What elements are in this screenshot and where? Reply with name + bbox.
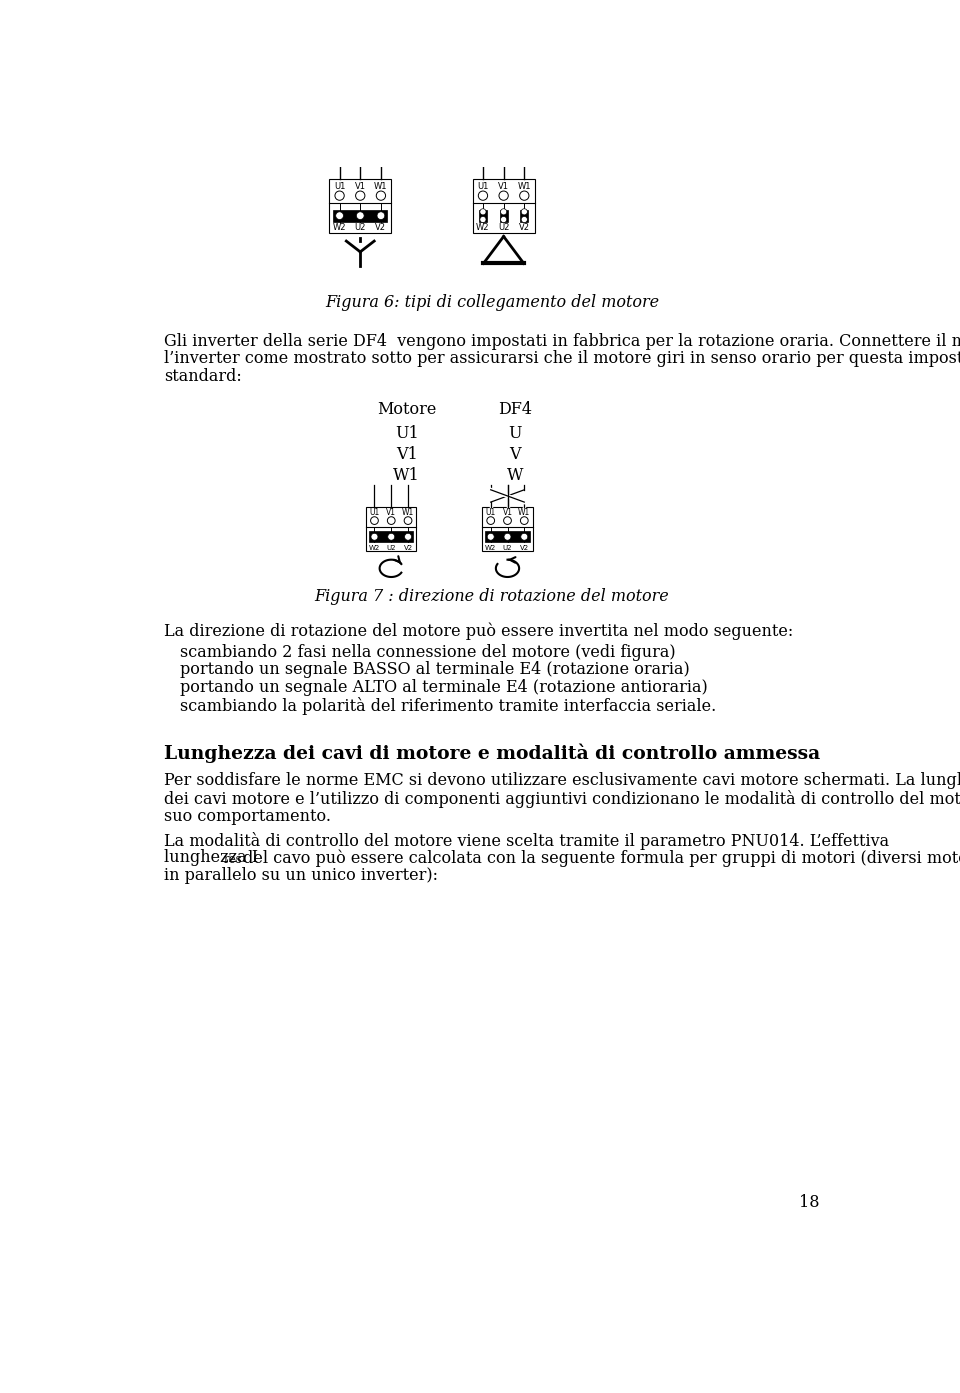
Text: W1: W1 xyxy=(517,182,531,191)
Text: DF4: DF4 xyxy=(498,401,532,418)
Bar xyxy=(479,209,487,221)
Text: portando un segnale ALTO al terminale E4 (rotazione antioraria): portando un segnale ALTO al terminale E4… xyxy=(180,680,708,696)
Text: l’inverter come mostrato sotto per assicurarsi che il motore giri in senso orari: l’inverter come mostrato sotto per assic… xyxy=(164,351,960,368)
Text: U: U xyxy=(509,425,522,442)
Text: V1: V1 xyxy=(386,508,396,517)
Circle shape xyxy=(336,212,344,220)
Bar xyxy=(486,531,530,542)
Text: Lunghezza dei cavi di motore e modalità di controllo ammessa: Lunghezza dei cavi di motore e modalità … xyxy=(164,744,820,763)
Text: U2: U2 xyxy=(498,223,510,233)
Text: scambiando la polarità del riferimento tramite interfaccia seriale.: scambiando la polarità del riferimento t… xyxy=(180,696,716,715)
Bar xyxy=(520,209,528,221)
Text: La direzione di rotazione del motore può essere invertita nel modo seguente:: La direzione di rotazione del motore può… xyxy=(164,623,793,639)
Text: in parallelo su un unico inverter):: in parallelo su un unico inverter): xyxy=(164,866,438,885)
Text: V1: V1 xyxy=(396,446,418,462)
Bar xyxy=(500,209,508,221)
Circle shape xyxy=(377,212,385,220)
Text: suo comportamento.: suo comportamento. xyxy=(164,808,331,825)
Text: portando un segnale BASSO al terminale E4 (rotazione oraria): portando un segnale BASSO al terminale E… xyxy=(180,662,689,678)
Text: 18: 18 xyxy=(800,1194,820,1211)
Text: Figura 6: tipi di collegamento del motore: Figura 6: tipi di collegamento del motor… xyxy=(324,294,660,311)
Text: V2: V2 xyxy=(519,545,529,550)
Bar xyxy=(482,507,533,552)
Text: W1: W1 xyxy=(374,182,388,191)
Circle shape xyxy=(500,209,507,215)
Circle shape xyxy=(521,209,527,215)
Circle shape xyxy=(488,534,494,540)
Text: U1: U1 xyxy=(334,182,346,191)
Text: scambiando 2 fasi nella connessione del motore (vedi figura): scambiando 2 fasi nella connessione del … xyxy=(180,644,675,660)
Text: Gli inverter della serie DF4  vengono impostati in fabbrica per la rotazione ora: Gli inverter della serie DF4 vengono imp… xyxy=(164,333,960,350)
Text: W1: W1 xyxy=(402,508,414,517)
Text: U1: U1 xyxy=(477,182,489,191)
Circle shape xyxy=(521,216,527,223)
Text: V2: V2 xyxy=(403,545,413,550)
Bar xyxy=(370,531,414,542)
Text: U1: U1 xyxy=(395,425,419,442)
Text: dei cavi motore e l’utilizzo di componenti aggiuntivi condizionano le modalità d: dei cavi motore e l’utilizzo di componen… xyxy=(164,790,960,808)
Circle shape xyxy=(404,534,412,540)
Bar xyxy=(366,507,417,552)
Circle shape xyxy=(480,209,486,215)
Text: V2: V2 xyxy=(518,223,530,233)
Text: W: W xyxy=(507,467,523,483)
Text: V1: V1 xyxy=(498,182,509,191)
Text: W2: W2 xyxy=(476,223,490,233)
Text: U2: U2 xyxy=(354,223,366,233)
Text: La modalità di controllo del motore viene scelta tramite il parametro PNU014. L’: La modalità di controllo del motore vien… xyxy=(164,832,889,850)
Text: V: V xyxy=(510,446,521,462)
Text: U1: U1 xyxy=(370,508,379,517)
Circle shape xyxy=(521,534,528,540)
Circle shape xyxy=(480,216,486,223)
Text: Motore: Motore xyxy=(377,401,437,418)
Text: W1: W1 xyxy=(518,508,531,517)
Text: W2: W2 xyxy=(333,223,347,233)
Text: lunghezza I: lunghezza I xyxy=(164,850,258,866)
Text: V1: V1 xyxy=(502,508,513,517)
Text: standard:: standard: xyxy=(164,368,242,384)
Text: del cavo può essere calcolata con la seguente formula per gruppi di motori (dive: del cavo può essere calcolata con la seg… xyxy=(238,850,960,866)
Text: Figura 7 : direzione di rotazione del motore: Figura 7 : direzione di rotazione del mo… xyxy=(315,588,669,605)
Circle shape xyxy=(504,534,511,540)
Circle shape xyxy=(371,534,378,540)
Text: U1: U1 xyxy=(486,508,495,517)
Text: U2: U2 xyxy=(387,545,396,550)
Bar xyxy=(472,178,535,233)
Circle shape xyxy=(388,534,395,540)
Bar xyxy=(329,178,392,233)
Text: W1: W1 xyxy=(394,467,420,483)
Text: res: res xyxy=(224,854,243,866)
Text: U2: U2 xyxy=(503,545,513,550)
Text: W2: W2 xyxy=(369,545,380,550)
Text: Per soddisfare le norme EMC si devono utilizzare esclusivamente cavi motore sche: Per soddisfare le norme EMC si devono ut… xyxy=(164,772,960,790)
Text: W2: W2 xyxy=(485,545,496,550)
Bar xyxy=(333,209,388,221)
Circle shape xyxy=(356,212,364,220)
Circle shape xyxy=(500,216,507,223)
Text: V2: V2 xyxy=(375,223,387,233)
Text: V1: V1 xyxy=(355,182,366,191)
